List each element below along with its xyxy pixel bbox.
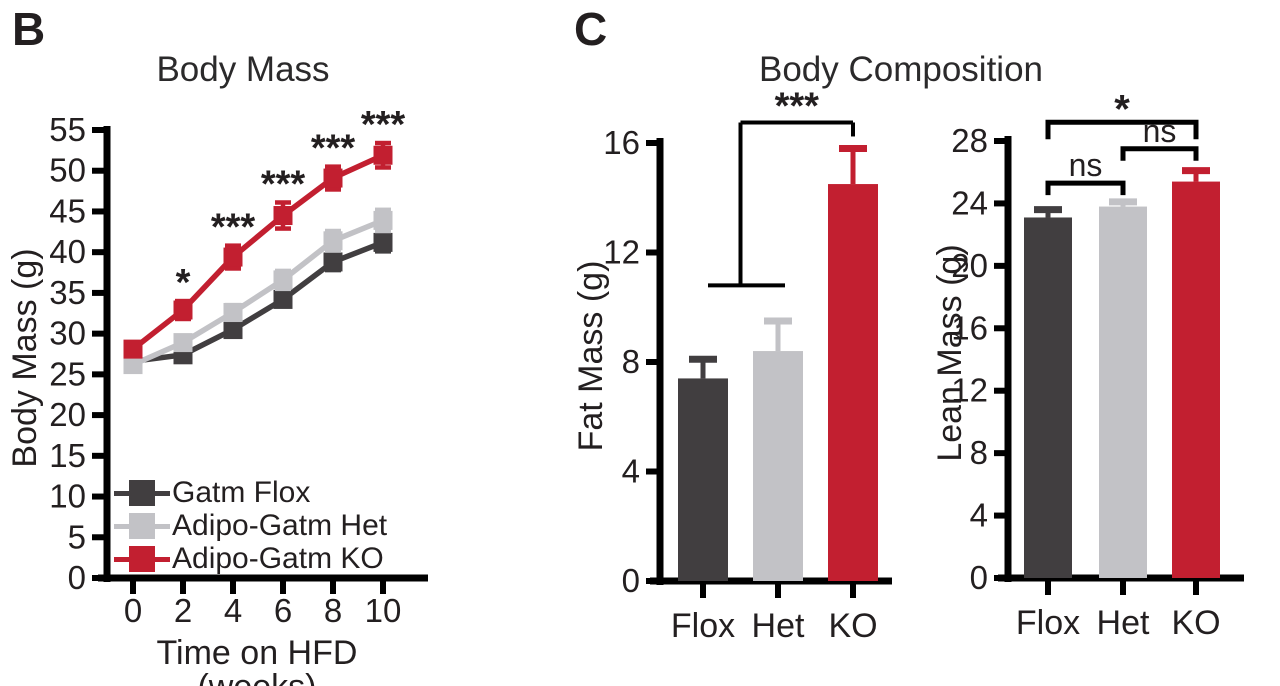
svg-text:16: 16	[603, 124, 640, 161]
legend-label: Gatm Flox	[172, 475, 311, 509]
svg-text:10: 10	[49, 478, 86, 515]
svg-text:55: 55	[49, 111, 86, 148]
svg-text:35: 35	[49, 274, 86, 311]
svg-text:0: 0	[124, 592, 142, 629]
svg-text:15: 15	[49, 437, 86, 474]
legend: Gatm Flox Adipo-Gatm Het Adipo-Gatm KO	[114, 476, 387, 575]
svg-text:***: ***	[775, 85, 820, 127]
svg-text:***: ***	[261, 163, 306, 205]
svg-text:45: 45	[49, 192, 86, 229]
legend-label: Adipo-Gatm Het	[172, 508, 388, 542]
svg-text:12: 12	[603, 234, 640, 271]
body-mass-x-axis-label: Time on HFD (weeks)	[156, 634, 358, 686]
legend-marker-flox-icon	[114, 478, 170, 508]
svg-text:8: 8	[970, 434, 988, 471]
svg-text:*: *	[1114, 87, 1130, 131]
panel-b-label: B	[12, 3, 46, 55]
fat-mass-y-axis-label: Fat Mass (g)	[572, 260, 610, 452]
legend-marker-het-icon	[114, 511, 170, 541]
body-mass-y-axis-label: Body Mass (g)	[6, 248, 44, 468]
svg-text:Flox: Flox	[1016, 604, 1080, 642]
svg-text:KO: KO	[1171, 604, 1220, 642]
fat-mass-chart: 0 4 8 12 16 Flox Het KO ***	[603, 85, 892, 645]
svg-text:*: *	[176, 262, 191, 304]
svg-text:8: 8	[324, 592, 342, 629]
svg-text:Het: Het	[1097, 604, 1150, 642]
svg-text:16: 16	[951, 309, 988, 346]
svg-text:30: 30	[49, 315, 86, 352]
svg-text:10: 10	[365, 592, 402, 629]
lean-mass-y-axis-label: Lean Mass (g)	[931, 244, 969, 462]
svg-text:20: 20	[951, 247, 988, 284]
svg-text:28: 28	[951, 122, 988, 159]
svg-text:Het: Het	[752, 607, 805, 645]
svg-text:50: 50	[49, 152, 86, 189]
svg-text:4: 4	[622, 453, 640, 490]
svg-text:24: 24	[951, 184, 988, 221]
svg-text:5: 5	[68, 518, 86, 555]
legend-label: Adipo-Gatm KO	[172, 541, 384, 575]
svg-text:40: 40	[49, 233, 86, 270]
svg-text:0: 0	[970, 559, 988, 596]
svg-text:2: 2	[174, 592, 192, 629]
body-mass-title: Body Mass	[156, 50, 330, 89]
svg-text:***: ***	[361, 104, 406, 146]
svg-text:***: ***	[211, 207, 256, 249]
svg-text:25: 25	[49, 355, 86, 392]
lean-mass-chart: 0 4 8 12 16 20 24 28 Flox Het KO ns ns *	[951, 87, 1244, 642]
legend-item-adipo-gatm-ko: Adipo-Gatm KO	[114, 542, 387, 575]
svg-text:ns: ns	[1143, 113, 1177, 149]
legend-item-gatm-flox: Gatm Flox	[114, 476, 387, 509]
svg-text:8: 8	[622, 343, 640, 380]
svg-text:12: 12	[951, 372, 988, 409]
svg-text:4: 4	[970, 497, 988, 534]
svg-text:***: ***	[311, 128, 356, 170]
svg-text:4: 4	[224, 592, 242, 629]
svg-text:0: 0	[622, 562, 640, 599]
svg-text:20: 20	[49, 396, 86, 433]
legend-marker-ko-icon	[114, 544, 170, 574]
svg-text:Flox: Flox	[671, 607, 735, 645]
svg-text:6: 6	[274, 592, 292, 629]
legend-item-adipo-gatm-het: Adipo-Gatm Het	[114, 509, 387, 542]
body-composition-title: Body Composition	[758, 50, 1044, 89]
svg-text:ns: ns	[1069, 147, 1103, 183]
panel-c-label: C	[574, 3, 608, 55]
svg-text:0: 0	[68, 559, 86, 596]
svg-text:KO: KO	[828, 607, 877, 645]
